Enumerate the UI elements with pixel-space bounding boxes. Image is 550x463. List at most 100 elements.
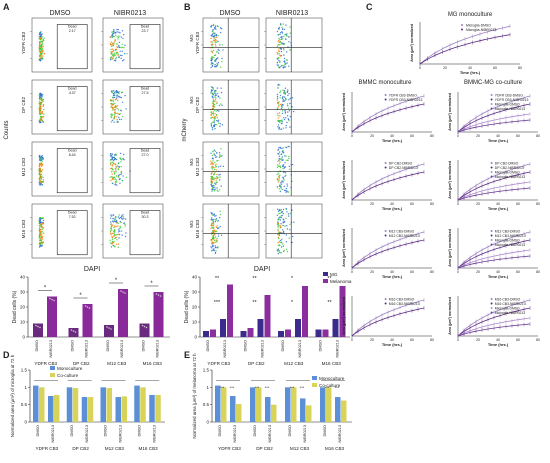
- flow-a-nibr-0-event: [124, 53, 126, 55]
- flow-a-nibr-3-event: [118, 229, 120, 231]
- chart-d-bar-label: DMSO: [137, 425, 141, 436]
- chart-c-co-1-legend-marker: [490, 175, 493, 178]
- flow-a-nibr-0-event: [112, 50, 114, 53]
- flow-b-nibr-3-event: [279, 226, 281, 229]
- flow-a-nibr-0-event: [123, 59, 125, 61]
- flow-b-nibr-1-event: [287, 111, 289, 113]
- flow-a-nibr-0-event: [118, 35, 120, 37]
- flow-a-nibr-2-event: [115, 175, 118, 177]
- chart-c-co-2-legend-marker: [490, 230, 493, 232]
- flow-b-dmso-2-event: [220, 148, 222, 150]
- flow-a-dmso-2-gate-label: Dead: [68, 149, 77, 153]
- flow-b-nibr-1-event: [280, 105, 283, 107]
- chart-e-ytick-label: 1.5: [203, 368, 210, 373]
- flow-a-nibr-0-event: [123, 33, 125, 36]
- flow-b-dmso-2-event: [210, 184, 212, 186]
- flow-b-nibr-3-event: [277, 244, 279, 247]
- flow-b-dmso-3-event: [215, 215, 217, 217]
- flow-b-dmso-3-event: [211, 242, 213, 244]
- chart-c-mono-2-legend-label: M12 CB3-NIBR0213: [389, 234, 420, 238]
- chart-c-mono-2-xlabel: Time (hrs.): [382, 274, 403, 279]
- flow-b-nibr-1-event: [283, 118, 286, 121]
- flow-a-nibr-0-event: [115, 48, 118, 51]
- flow-a-nibr-1-event: [112, 97, 114, 99]
- flow-a-nibr-3-event: [120, 221, 122, 224]
- chart-b-group-label: DP CB2: [248, 361, 265, 366]
- chart-c-mg-xtick-label: 60: [493, 66, 497, 70]
- flow-b-dmso-2-event: [211, 176, 214, 178]
- flow-b-nibr-3-event: [288, 237, 290, 239]
- flow-a-nibr-3-event: [122, 216, 125, 218]
- flow-b-nibr-2-event: [277, 164, 279, 166]
- chart-e-legend-label: Co-culture: [319, 383, 341, 388]
- flow-a-nibr-3-event: [120, 216, 123, 218]
- flow-b-nibr-1-event: [282, 127, 285, 129]
- chart-a-bar: [82, 304, 93, 337]
- flow-b-dmso-2-event: [213, 177, 215, 179]
- chart-c-mono-2-xtick-label: 40: [390, 270, 394, 274]
- flow-b-dmso-1-event: [212, 98, 214, 100]
- flow-a-dmso-1-event: [38, 120, 40, 122]
- chart-e-bar: [306, 405, 312, 422]
- flow-a-nibr-0-event: [118, 46, 121, 49]
- flow-b-dmso-2-event: [219, 154, 221, 157]
- flow-a-nibr-1-event: [118, 118, 121, 121]
- flow-a-nibr-3-event: [110, 215, 113, 217]
- flow-b-dmso-3-event: [212, 249, 214, 252]
- flow-a-nibr-1-event: [113, 121, 115, 123]
- flow-a-nibr-0-event: [124, 44, 126, 46]
- chart-c-co-1-legend-marker: [490, 162, 493, 164]
- chart-c-co-2-legend-marker: [490, 243, 493, 246]
- chart-c-co-1-xtick-label: 40: [496, 202, 500, 206]
- chart-a-point: [88, 307, 91, 309]
- chart-c-mg-legend-marker: [461, 28, 463, 31]
- flow-b-nibr-1-event: [280, 120, 283, 122]
- flow-b-dmso-1-event: [214, 91, 216, 93]
- flow-b-nibr-1-event: [282, 96, 284, 98]
- flow-a-nibr-1-event: [116, 94, 119, 96]
- flow-b-dmso-2-event: [214, 156, 217, 158]
- flow-b-dmso-3-event: [214, 215, 216, 217]
- flow-b-dmso-0-event: [210, 37, 212, 40]
- flow-b-nibr-2-event: [278, 159, 280, 161]
- flow-a-nibr-0-event: [121, 50, 124, 52]
- chart-a-ytick-label: 0: [22, 335, 25, 340]
- flow-b-dmso-2-event: [211, 168, 214, 170]
- flow-b-nibr-0-frame: [265, 17, 323, 73]
- chart-d-bar: [155, 394, 161, 422]
- flow-b-nibr-0-event: [289, 32, 291, 34]
- chart-c-co-0-xlabel: Time (hrs.): [488, 138, 509, 143]
- flow-b-dmso-1-event: [212, 106, 215, 108]
- flow-b-nibr-2-event: [277, 149, 279, 151]
- flow-b-dmso-1-event: [212, 107, 215, 110]
- flow-b-nibr-2: [264, 141, 323, 197]
- chart-c-mono-3-xtick-label: 0: [351, 338, 353, 342]
- chart-c-co-0-legend-label: Microglia-DMSO: [495, 103, 520, 107]
- flow-b-nibr-0-event: [286, 62, 289, 64]
- flow-b-dmso-3-event: [212, 244, 214, 246]
- flow-b-dmso-0-event: [211, 45, 213, 47]
- chart-c-co-1-legend-label: DP CB2-NIBR0213: [495, 166, 524, 170]
- flow-b-nibr-3-event: [280, 211, 283, 214]
- flow-a-dmso-0-gate-label: Dead: [68, 25, 77, 29]
- chart-c-mono-3-ylabel: Area (µm²) normalized: [342, 297, 346, 335]
- flow-b-nibr-2-event: [281, 159, 283, 161]
- flow-b-nibr-3-event: [285, 217, 287, 220]
- chart-b-bar: [302, 286, 308, 337]
- flow-b-dmso-3-event: [214, 218, 216, 221]
- flow-a-nibr-1-event: [117, 96, 119, 98]
- flow-b-nibr-1-event: [288, 110, 290, 112]
- chart-a-point: [110, 328, 112, 330]
- flow-b-dmso-3-event: [212, 230, 214, 232]
- chart-e-ytick-label: 0: [206, 420, 209, 425]
- flow-a-dmso-0-event: [40, 47, 42, 49]
- flow-b-nibr-2-event: [288, 165, 291, 168]
- flow-b-nibr-3-event: [282, 208, 285, 211]
- chart-e-bar: [320, 387, 326, 422]
- flow-b-nibr-0-event: [279, 39, 281, 41]
- flow-b-dmso-0-event: [221, 60, 223, 63]
- flow-a-dmso-3-event: [39, 232, 42, 234]
- chart-d-bar-label: NIBR0213: [152, 425, 156, 443]
- flow-b-dmso-2-event: [213, 179, 215, 181]
- flow-b-dmso-1-event: [211, 95, 213, 97]
